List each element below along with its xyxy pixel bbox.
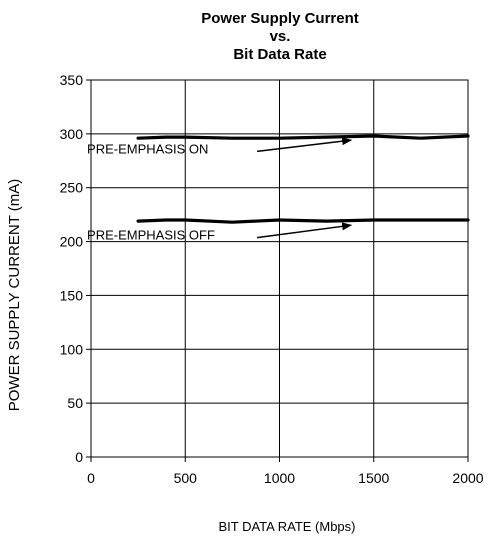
chart-title-line-3: Bit Data Rate (233, 46, 326, 63)
annotation-label: PRE-EMPHASIS ON (87, 141, 208, 156)
y-tick-label: 250 (60, 180, 84, 196)
series-layer (136, 134, 470, 224)
y-tick-label: 0 (75, 449, 83, 465)
y-tick-label: 200 (60, 234, 84, 250)
series-line-1 (136, 134, 470, 140)
x-tick-label: 1000 (264, 470, 295, 486)
annotation-arrow (256, 137, 353, 153)
x-tick-label: 500 (174, 470, 198, 486)
series-line-2 (136, 218, 470, 224)
x-axis-label: BIT DATA RATE (Mbps) (218, 519, 355, 534)
annotation-arrow (256, 222, 353, 239)
annotation-label: PRE-EMPHASIS OFF (87, 228, 215, 243)
y-tick-label: 300 (60, 126, 84, 142)
y-axis-label: POWER SUPPLY CURRENT (mA) (6, 179, 23, 412)
tick-labels: 0 50 100 150 200 250 300 350 0 500 1000 1500 2000 (60, 72, 484, 486)
x-tick-label: 1500 (358, 470, 389, 486)
y-tick-label: 50 (67, 395, 83, 411)
chart-title-line-2: vs. (270, 28, 291, 45)
y-tick-label: 150 (60, 287, 84, 303)
y-tick-label: 350 (60, 72, 84, 88)
grid-lines (91, 80, 468, 457)
annotation-layer: PRE-EMPHASIS ON PRE-EMPHASIS OFF (87, 137, 353, 243)
x-tick-label: 2000 (452, 470, 483, 486)
y-tick-label: 100 (60, 341, 84, 357)
chart-title-line-1: Power Supply Current (201, 10, 359, 27)
x-tick-label: 0 (87, 470, 95, 486)
